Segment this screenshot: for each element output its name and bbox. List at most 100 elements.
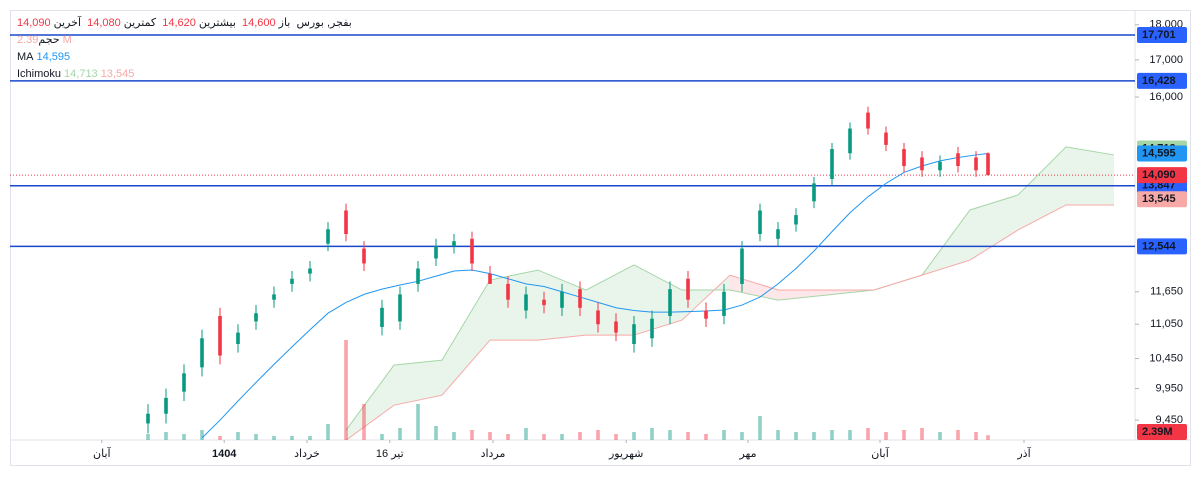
volume-badge-label: 2.39M bbox=[1142, 426, 1173, 438]
volume-bar bbox=[956, 430, 960, 440]
label: MA bbox=[17, 51, 34, 63]
y-tick-label: 16,000 bbox=[1149, 91, 1183, 103]
candle-body bbox=[380, 307, 384, 327]
candle-body bbox=[470, 238, 474, 264]
level-badge bbox=[1137, 238, 1187, 255]
cloud-fill bbox=[778, 290, 826, 301]
level-badge-label: 16,428 bbox=[1142, 75, 1176, 87]
label: بیشترین bbox=[198, 17, 236, 29]
candle-body bbox=[542, 299, 546, 306]
volume-bar bbox=[686, 432, 690, 440]
candle-body bbox=[650, 318, 654, 339]
cloud-fill bbox=[346, 365, 394, 441]
volume-bar bbox=[488, 432, 492, 440]
candle-body bbox=[596, 310, 600, 325]
candle-body bbox=[884, 132, 888, 145]
volume-bar bbox=[794, 432, 798, 440]
volume-bar bbox=[344, 340, 348, 440]
volume-bar bbox=[290, 436, 294, 440]
ichimoku-span-a bbox=[345, 146, 1115, 431]
volume-bar bbox=[182, 434, 186, 440]
price-badge bbox=[1137, 191, 1187, 208]
x-tick-label: شهریور bbox=[608, 448, 643, 460]
volume-bar bbox=[848, 430, 852, 440]
volume-bar bbox=[704, 434, 708, 440]
volume-bar bbox=[650, 428, 654, 440]
candle-body bbox=[488, 273, 492, 284]
volume-bar bbox=[200, 430, 204, 440]
x-tick-label: مهر bbox=[738, 448, 756, 460]
volume-bar bbox=[542, 434, 546, 440]
candle-body bbox=[254, 313, 258, 322]
y-tick-label: 17,000 bbox=[1149, 54, 1183, 66]
candle-body bbox=[272, 294, 276, 300]
ohlc-row: بفجر, بورس باز14,600 بیشترین14,620 کمتری… bbox=[17, 15, 355, 32]
candle-body bbox=[902, 149, 906, 166]
candle-body bbox=[614, 321, 618, 333]
candle-body bbox=[182, 373, 186, 392]
candle-body bbox=[578, 289, 582, 308]
candle-body bbox=[722, 291, 726, 316]
legend: بفجر, بورس باز14,600 بیشترین14,620 کمتری… bbox=[17, 15, 355, 83]
cloud-fill bbox=[442, 280, 490, 396]
volume-row: حجم2.39M bbox=[17, 32, 355, 49]
volume-bar bbox=[524, 428, 528, 440]
value: 14,600 bbox=[241, 17, 276, 29]
value: 2.39M bbox=[17, 34, 72, 46]
candle-body bbox=[434, 246, 438, 259]
x-tick-label: آبان bbox=[871, 446, 889, 460]
volume-bar bbox=[434, 426, 438, 440]
volume-bar bbox=[614, 434, 618, 440]
x-tick-label: مرداد bbox=[481, 448, 506, 460]
level-badge-label: 17,701 bbox=[1142, 29, 1176, 41]
candle-body bbox=[704, 310, 708, 319]
volume-bar bbox=[974, 432, 978, 440]
volume-bar bbox=[326, 424, 330, 440]
volume-bar bbox=[416, 404, 420, 440]
volume-bar bbox=[632, 432, 636, 440]
volume-badge bbox=[1137, 424, 1187, 440]
volume-bar bbox=[254, 434, 258, 440]
candle-body bbox=[686, 278, 690, 300]
x-tick-label: 1404 bbox=[212, 448, 237, 460]
cloud-fill bbox=[394, 360, 442, 406]
level-badge bbox=[1137, 72, 1187, 89]
volume-bar bbox=[560, 434, 564, 440]
volume-bar bbox=[884, 432, 888, 440]
value: 13,545 bbox=[100, 68, 135, 80]
volume-bar bbox=[758, 416, 762, 440]
y-tick-label: 9,950 bbox=[1155, 382, 1183, 394]
ichimoku-row: Ichimoku 14,713 13,545 bbox=[17, 66, 355, 83]
candle-body bbox=[668, 289, 672, 316]
candle-body bbox=[452, 241, 456, 247]
candle-body bbox=[560, 291, 564, 308]
price-badge bbox=[1137, 167, 1187, 184]
volume-bar bbox=[722, 430, 726, 440]
symbol: بفجر, بورس bbox=[296, 17, 352, 29]
y-tick-label: 11,050 bbox=[1150, 318, 1183, 330]
candle-body bbox=[830, 149, 834, 180]
x-tick-label: آبان bbox=[93, 446, 111, 460]
y-tick-label: 11,650 bbox=[1150, 286, 1183, 298]
candle-body bbox=[200, 338, 204, 368]
y-tick-label: 9,450 bbox=[1155, 414, 1183, 426]
value: 14,713 bbox=[64, 68, 98, 80]
volume-bar bbox=[812, 432, 816, 440]
cloud-fill bbox=[1018, 146, 1066, 230]
volume-bar bbox=[398, 428, 402, 440]
candle-body bbox=[524, 294, 528, 311]
candle-body bbox=[938, 161, 942, 171]
candle-body bbox=[740, 248, 744, 284]
price-badge-label: 13,545 bbox=[1142, 193, 1176, 205]
cloud-fill bbox=[1066, 146, 1114, 205]
volume-bar bbox=[218, 436, 222, 440]
level-badge-label: 12,544 bbox=[1142, 240, 1177, 252]
price-badge bbox=[1137, 145, 1187, 162]
price-badge-label: 14,595 bbox=[1142, 147, 1176, 159]
value: 14,620 bbox=[162, 17, 196, 29]
candle-body bbox=[794, 215, 798, 225]
candle-body bbox=[416, 268, 420, 284]
candle-body bbox=[632, 324, 636, 344]
